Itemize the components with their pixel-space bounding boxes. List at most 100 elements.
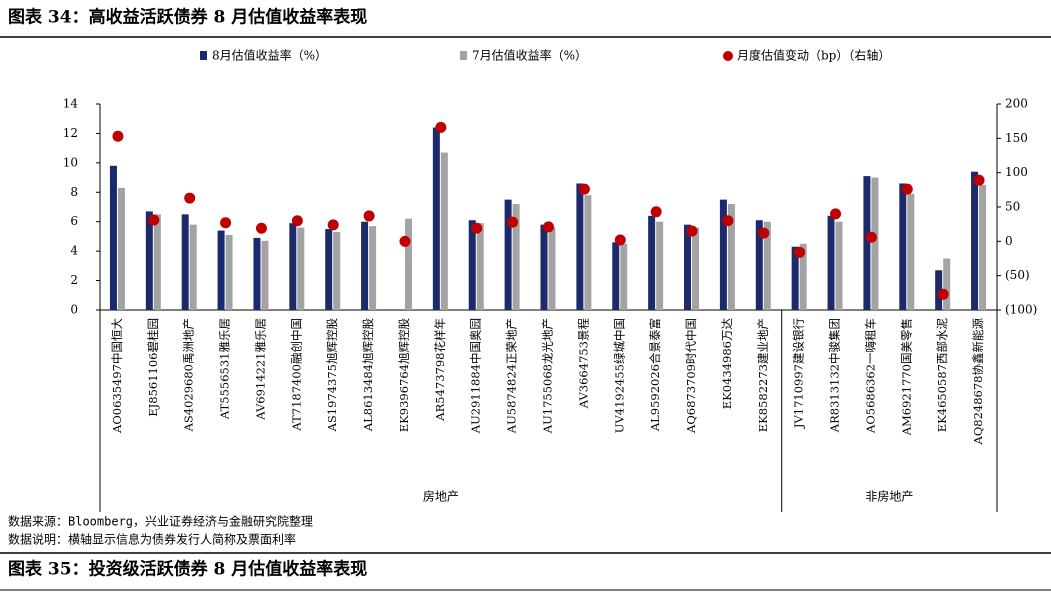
dot — [901, 183, 913, 195]
bar — [404, 218, 412, 310]
dot — [614, 234, 626, 246]
dot — [794, 246, 806, 258]
bar — [576, 183, 584, 310]
y2-tick-label: 150 — [1005, 131, 1028, 145]
legend-swatch — [200, 51, 207, 60]
bar — [289, 223, 297, 310]
y2-tick-label: (50) — [1005, 268, 1030, 282]
bar — [899, 183, 907, 310]
bar — [361, 221, 369, 310]
y-tick-label: 10 — [63, 155, 78, 169]
x-tick-label: AL9592026合景泰富 — [648, 318, 662, 432]
x-tick-label: AV6914221雅乐居 — [253, 318, 267, 421]
x-tick-label: AV3664753景程 — [576, 318, 590, 410]
legend-swatch — [460, 51, 467, 60]
bar — [620, 243, 628, 310]
dot — [148, 214, 160, 226]
bar — [253, 237, 261, 310]
x-tick-label: AL8613484旭辉控股 — [361, 318, 375, 433]
bar — [835, 221, 843, 310]
source-note: 数据来源：Bloomberg，兴业证券经济与金融研究院整理 — [8, 514, 313, 529]
bar — [971, 171, 979, 310]
bar — [799, 243, 807, 310]
dot — [973, 174, 985, 186]
x-tick-label: AR8313132中骏集团 — [828, 318, 842, 433]
x-tick-label: EK9396764旭辉控股 — [397, 318, 411, 433]
x-tick-label: AT7187400融创中国 — [289, 318, 303, 432]
x-tick-label: AS1974375旭辉控股 — [325, 318, 339, 433]
y2-tick-label: (100) — [1005, 303, 1037, 317]
legend-label: 8月估值收益率（%） — [212, 48, 327, 63]
x-tick-label: AQ6873709时代中国 — [684, 318, 698, 434]
x-tick-label: AU1755068龙光地产 — [541, 318, 555, 434]
dot — [184, 192, 196, 204]
dot — [686, 225, 698, 237]
bar — [153, 214, 161, 310]
bar — [540, 224, 548, 310]
bar — [863, 176, 871, 310]
dot — [578, 183, 590, 195]
bar — [261, 240, 269, 310]
bar — [791, 246, 799, 310]
bar — [109, 165, 117, 310]
y-tick-label: 2 — [70, 273, 78, 287]
legend-label: 7月估值收益率（%） — [472, 48, 587, 63]
dot — [758, 227, 770, 239]
dot — [543, 221, 554, 233]
bar — [763, 221, 771, 310]
y-tick-label: 14 — [63, 97, 79, 111]
group-label: 房地产 — [423, 489, 459, 504]
bar — [935, 270, 943, 310]
bar — [979, 184, 987, 310]
y-tick-label: 8 — [70, 185, 78, 199]
bar — [181, 214, 189, 310]
bar — [584, 195, 592, 310]
y2-tick-label: 200 — [1005, 97, 1028, 111]
dot — [435, 121, 447, 133]
dot — [865, 231, 877, 243]
dot — [937, 288, 949, 300]
bar — [512, 204, 520, 310]
bar — [189, 224, 197, 310]
dot — [327, 219, 339, 231]
y-tick-label: 4 — [70, 244, 78, 258]
bar — [145, 211, 153, 310]
bar — [827, 215, 835, 310]
x-tick-label: EJ8561106碧桂园 — [146, 318, 160, 417]
next-title: 图表 35：投资级活跃债券 8 月估值收益率表现 — [8, 559, 367, 580]
x-tick-label: AQ8248678协鑫新能源 — [971, 318, 985, 446]
bar — [325, 229, 333, 310]
dot — [255, 222, 267, 234]
bar — [468, 220, 476, 310]
bar — [656, 221, 664, 310]
x-tick-label: EK0434986万达 — [720, 318, 734, 410]
bar — [117, 187, 125, 310]
dot — [399, 235, 411, 247]
chart-title: 图表 34：高收益活跃债券 8 月估值收益率表现 — [8, 7, 367, 28]
bar — [612, 242, 620, 310]
x-tick-label: AS4029680禹洲地产 — [182, 318, 196, 432]
bar — [476, 223, 484, 310]
bar — [727, 204, 735, 310]
x-tick-label: AU5874824正荣地产 — [505, 318, 519, 434]
dot — [507, 216, 519, 228]
x-tick-label: JV1710997建设银行 — [792, 318, 806, 429]
dot — [291, 215, 303, 227]
source-note: 数据说明：横轴显示信息为债券发行人简称及票面利率 — [8, 532, 296, 547]
dot — [363, 210, 375, 222]
x-tick-label: AR5473798花样年 — [433, 318, 447, 422]
dot — [830, 208, 842, 220]
x-tick-label: AU2911884中国奥园 — [469, 318, 483, 434]
y2-tick-label: 0 — [1005, 234, 1013, 248]
bar — [684, 224, 692, 310]
y2-tick-label: 50 — [1005, 200, 1020, 214]
x-tick-label: EK4650587西部水泥 — [935, 318, 949, 432]
bar — [648, 215, 656, 310]
bar — [907, 193, 915, 310]
y-tick-label: 12 — [63, 126, 78, 140]
bar — [297, 227, 305, 310]
x-tick-label: AO5686362一嗨租车 — [863, 318, 877, 434]
x-tick-label: AT5556531雅乐居 — [218, 318, 232, 420]
y-tick-label: 0 — [70, 303, 78, 317]
bar — [504, 199, 512, 310]
